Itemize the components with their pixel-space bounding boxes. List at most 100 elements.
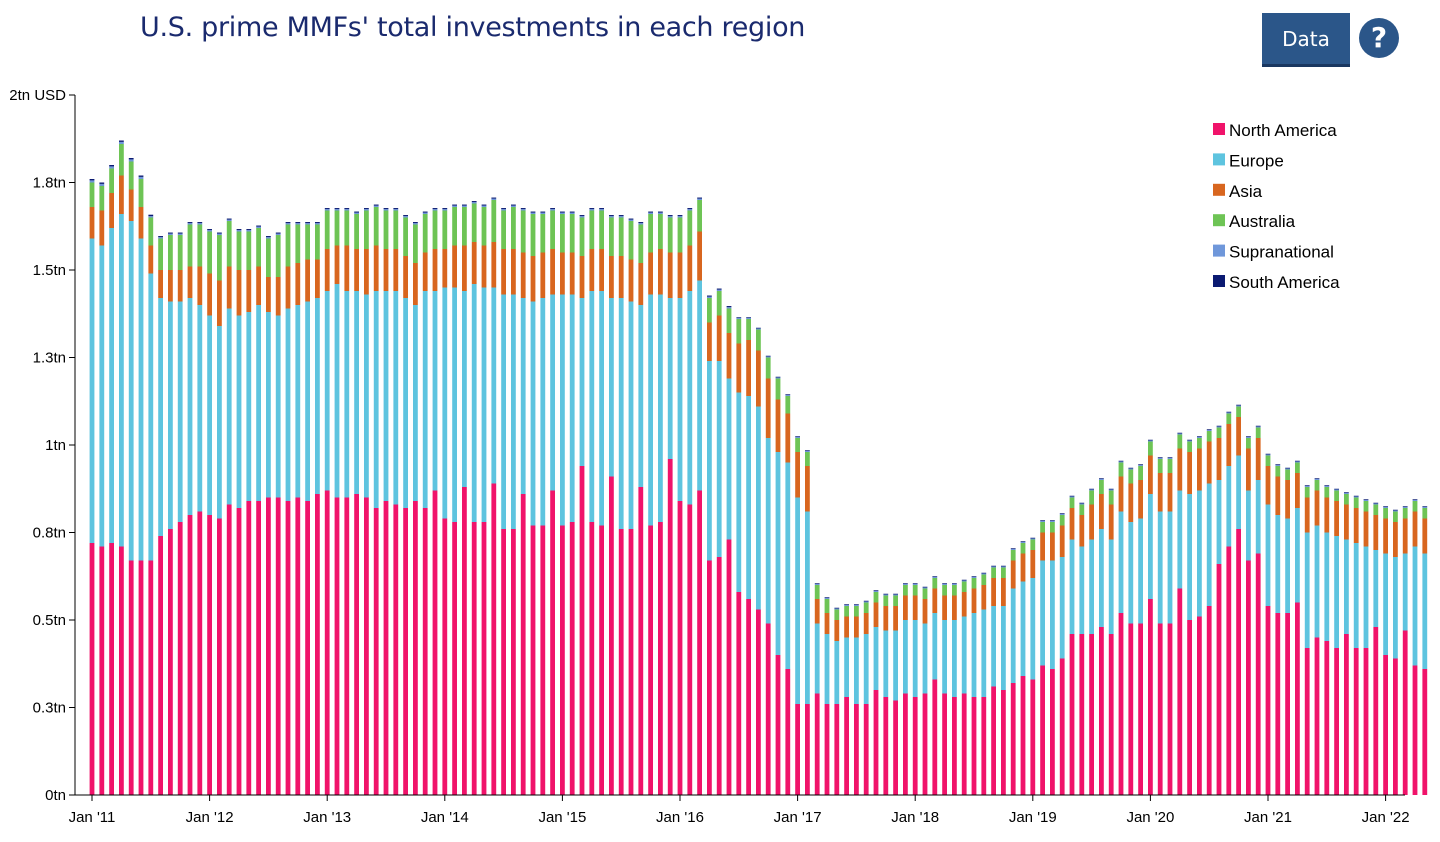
bar-segment-north-america [589,522,595,795]
bar-segment-asia [579,256,585,298]
bar-segment-australia [1148,441,1153,456]
bar-segment-europe [912,620,918,697]
bar-segment-south-america [805,450,810,451]
bar-segment-supranational [589,209,595,211]
bar-segment-north-america [638,487,644,795]
bar-segment-europe [305,301,310,501]
bar-segment-supranational [285,223,291,225]
bar-segment-supranational [922,587,928,589]
bar-segment-north-america [765,623,771,795]
bar-segment-supranational [187,223,193,225]
bar-segment-asia [942,595,947,620]
bar-segment-asia [246,270,252,312]
bar-segment-north-america [315,494,320,795]
bar-segment-europe [1118,511,1124,613]
bar-segment-north-america [873,690,879,795]
bar-segment-supranational [991,566,996,568]
bar-segment-asia [1099,494,1104,529]
bar-segment-australia [226,221,232,267]
bar-segment-south-america [207,229,212,231]
bar-segment-supranational [971,576,977,578]
x-tick-label: Jan '17 [774,809,822,826]
bar-segment-north-america [854,704,859,795]
legend-label-supranational: Supranational [1229,243,1334,262]
bar-segment-south-america [1206,429,1212,430]
bar-segment-australia [266,238,271,277]
bar-segment-europe [1236,455,1241,529]
bar-segment-south-america [1040,520,1045,521]
bar-segment-south-america [256,225,261,227]
data-button[interactable]: Data [1262,13,1350,67]
bar-segment-asia [560,252,565,295]
bar-segment-europe [501,294,506,529]
bar-segment-south-america [1265,453,1271,455]
bar-segment-south-america [844,604,849,605]
bar-segment-europe [638,305,644,487]
bar-segment-europe [736,392,742,592]
bar-segment-europe [1216,480,1222,564]
bar-segment-supranational [1393,510,1398,512]
bar-segment-asia [863,613,869,634]
bar-segment-supranational [383,209,389,211]
bar-segment-asia [364,249,369,295]
bar-segment-north-america [932,679,938,795]
bar-segment-asia [403,256,408,298]
bar-segment-south-america [609,215,614,217]
bar-segment-north-america [393,504,399,795]
bar-segment-south-america [295,222,301,224]
bar-segment-asia [952,595,957,620]
bar-segment-asia [1216,438,1222,480]
bar-segment-south-america [138,175,144,177]
bar-segment-australia [599,210,604,249]
bar-segment-australia [785,396,791,414]
bar-segment-south-america [1373,502,1379,504]
bar-segment-supranational [569,212,575,214]
bar-segment-north-america [1099,627,1104,795]
bar-segment-europe [1285,518,1290,613]
bar-segment-north-america [295,497,301,795]
bar-segment-europe [765,438,771,624]
bar-segment-south-america [168,232,173,234]
bar-segment-australia [295,224,301,263]
bar-segment-australia [1059,515,1065,526]
bar-segment-australia [844,606,849,617]
bar-segment-north-america [1226,546,1232,795]
bar-segment-australia [236,231,242,270]
bar-segment-north-america [148,560,154,795]
bar-segment-supranational [128,159,134,162]
bar-segment-north-america [501,529,506,795]
bar-segment-asia [373,245,379,291]
bar-segment-europe [99,245,105,547]
bar-segment-south-america [530,211,536,213]
bar-segment-australia [462,207,467,246]
help-icon[interactable]: ? [1359,18,1399,58]
bar-segment-asia [756,350,761,407]
bar-segment-asia [1206,441,1212,484]
bar-segment-south-america [1344,492,1349,493]
bar-segment-south-america [834,607,840,609]
bar-segment-north-america [413,501,418,795]
bar-segment-asia [119,175,124,214]
bar-segment-supranational [942,583,947,585]
bar-segment-australia [765,357,771,379]
bar-segment-north-america [775,655,781,795]
bar-segment-asia [1353,508,1359,543]
bar-segment-south-america [1324,485,1330,486]
bar-segment-australia [1363,501,1369,512]
bar-segment-supranational [354,212,359,214]
bar-segment-australia [1099,480,1104,494]
bar-segment-asia [1001,578,1006,606]
bar-segment-south-america [981,572,987,574]
bar-segment-north-america [942,693,947,795]
bar-segment-north-america [579,466,585,795]
bar-segment-north-america [236,508,242,795]
bar-segment-australia [1255,427,1261,438]
bar-segment-south-america [1216,425,1222,427]
bar-segment-south-america [1177,432,1183,434]
bar-segment-asia [1108,504,1114,540]
bar-segment-europe [1226,466,1232,547]
bar-segment-asia [285,266,291,309]
bar-segment-australia [511,207,516,249]
bar-segment-asia [334,245,340,284]
bar-segment-australia [814,585,820,599]
